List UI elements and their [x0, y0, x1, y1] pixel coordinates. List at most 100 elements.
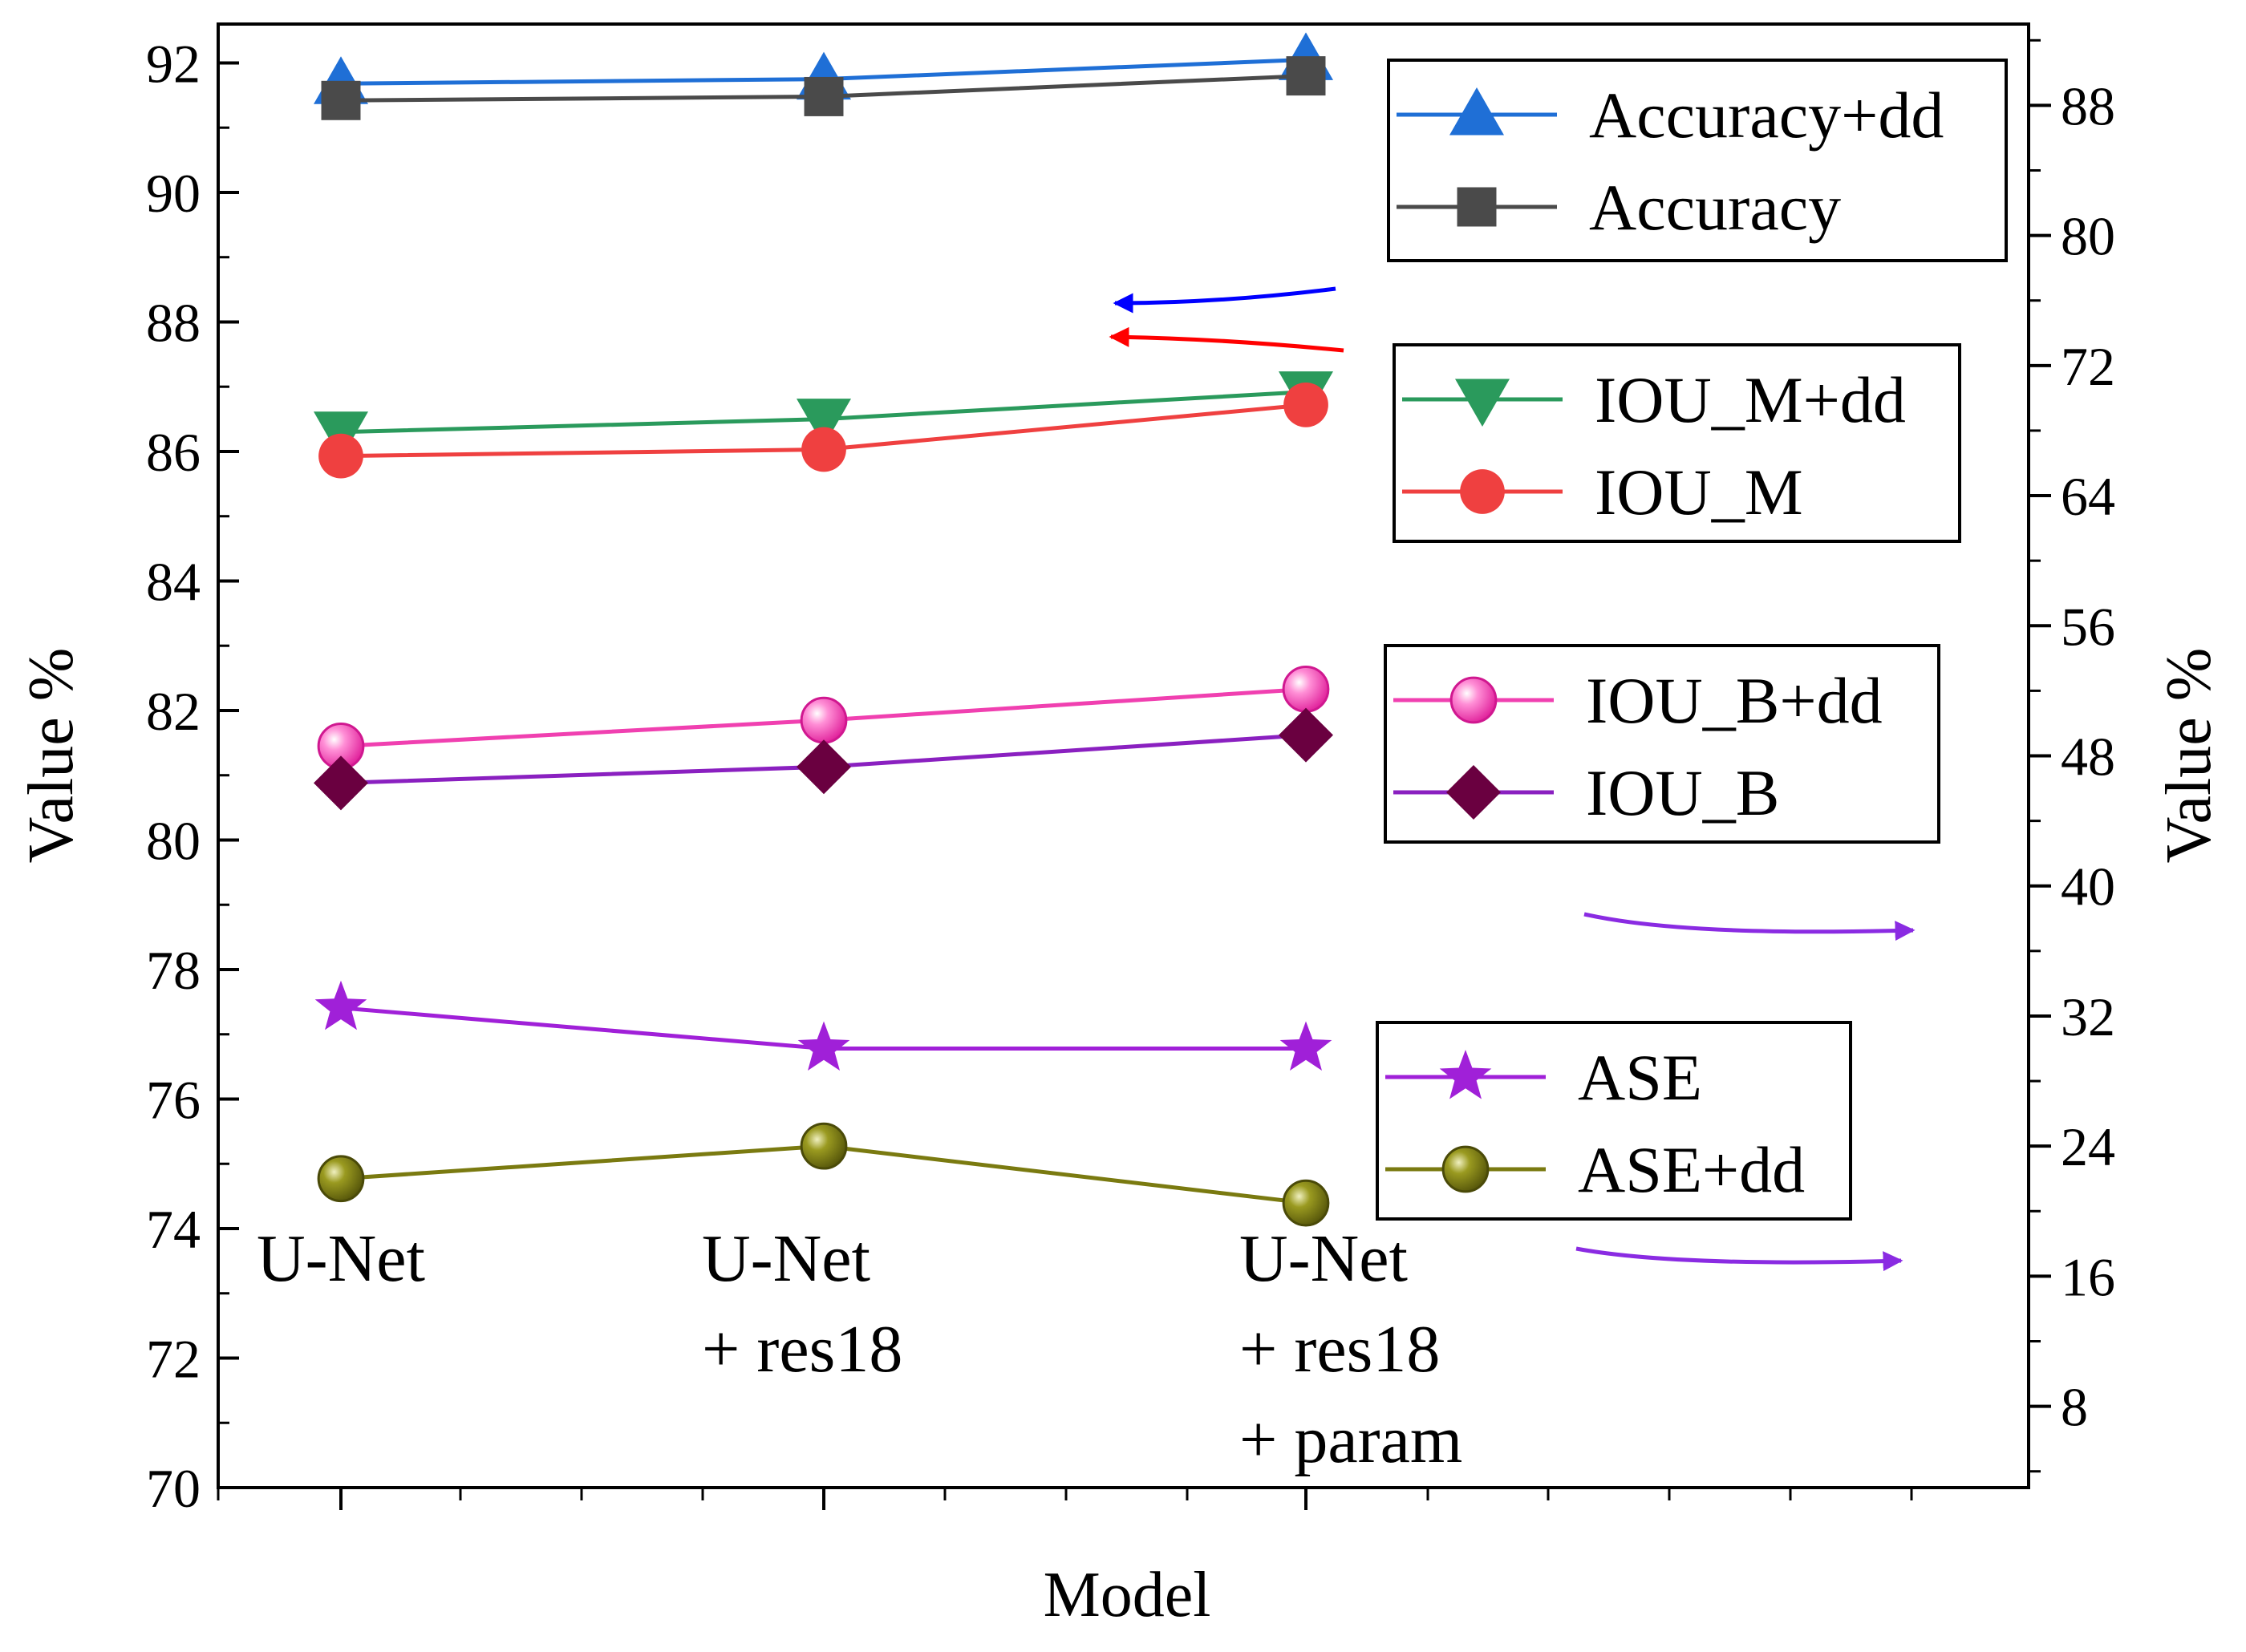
left-tick-label: 88 [146, 292, 201, 353]
series-iou-b [314, 707, 1333, 811]
triangle-down-marker [1455, 379, 1510, 427]
square-marker [321, 80, 361, 120]
legend-box: ASE ASE+dd [1376, 1021, 1852, 1221]
series-marker [317, 1155, 365, 1203]
series-marker [1283, 382, 1328, 427]
series-marker [1282, 665, 1330, 713]
legend-label: IOU_B [1586, 756, 1779, 829]
x-axis-title: Model [1044, 1560, 1211, 1630]
left-tick-label: 74 [146, 1199, 201, 1260]
series-marker [800, 696, 848, 744]
series-marker [314, 755, 368, 811]
sphere-marker [1441, 1145, 1490, 1193]
left-tick-label: 86 [146, 422, 201, 483]
diamond-marker [797, 739, 851, 795]
category-labels: U-Net U-Net + res18 U-Net + res18 + param [257, 1221, 1462, 1477]
legend: Accuracy+dd Accuracy IOU_M+dd IOU_M IOU_B+dd… [1376, 59, 2008, 1221]
series-marker [1282, 1179, 1330, 1227]
left-tick-label: 82 [146, 681, 201, 742]
series-marker [314, 980, 367, 1030]
right-axis-title: Value % [2154, 648, 2224, 864]
right-tick-label: 88 [2061, 75, 2115, 136]
series-marker [801, 427, 846, 472]
series-layer [314, 32, 1333, 1227]
series-marker [318, 433, 363, 479]
series-marker [800, 1122, 848, 1170]
circle-marker [1283, 382, 1328, 427]
legend-label: IOU_M [1595, 456, 1803, 528]
series-marker [1286, 56, 1326, 96]
legend-label: Accuracy [1589, 171, 1841, 244]
right-tick-label: 80 [2061, 206, 2115, 267]
arrow-purple-right-1 [1583, 912, 1916, 941]
sphere-marker [317, 1155, 365, 1203]
series-marker [797, 1021, 850, 1071]
left-tick-label: 70 [146, 1458, 201, 1519]
diamond-marker [1446, 765, 1501, 820]
series-iou-b-dd [317, 665, 1330, 770]
category-label: + res18 [702, 1312, 902, 1387]
legend-label: ASE [1578, 1041, 1702, 1114]
triangle-down-marker [797, 399, 851, 447]
star-marker [797, 1021, 850, 1071]
series-marker [1457, 187, 1497, 227]
series-marker [797, 739, 851, 795]
legend-box: Accuracy+dd Accuracy [1387, 59, 2008, 262]
circle-marker [801, 427, 846, 472]
arrow-red-left [1109, 326, 1344, 353]
left-tick-label: 80 [146, 810, 201, 871]
left-tick-label: 84 [146, 551, 201, 612]
square-marker [1286, 56, 1326, 96]
right-tick-label: 56 [2061, 596, 2115, 657]
circle-marker [1460, 469, 1505, 514]
category-label: + res18 [1239, 1312, 1440, 1387]
right-tick-label: 40 [2061, 856, 2115, 917]
series-ase-dd [317, 1122, 1330, 1227]
series-marker [1279, 1021, 1332, 1071]
right-tick-label: 32 [2061, 986, 2115, 1047]
bottom-axis [217, 1488, 1913, 1510]
arrow-blue-left [1113, 286, 1336, 314]
star-marker [1279, 1021, 1332, 1071]
series-iou-m [318, 382, 1328, 479]
category-label: U-Net [257, 1221, 425, 1296]
axis-arrows [1109, 286, 1916, 1272]
series-marker [804, 76, 844, 116]
square-marker [1457, 187, 1497, 227]
category-label: + param [1239, 1403, 1462, 1477]
series-marker [1449, 676, 1498, 724]
series-marker [1439, 1050, 1492, 1099]
legend-label: ASE+dd [1578, 1133, 1805, 1206]
sphere-marker [1282, 1179, 1330, 1227]
series-marker [1446, 765, 1501, 820]
legend-frame [1387, 59, 2008, 262]
diamond-marker [1279, 707, 1333, 763]
legend-label: Accuracy+dd [1589, 79, 1944, 152]
series-marker [321, 80, 361, 120]
left-tick-label: 72 [146, 1328, 201, 1389]
left-axis-title: Value % [16, 648, 87, 864]
left-tick-label: 90 [146, 163, 201, 224]
sphere-marker [1282, 665, 1330, 713]
right-tick-label: 8 [2061, 1377, 2088, 1438]
star-marker [314, 980, 367, 1030]
sphere-marker [1449, 676, 1498, 724]
left-tick-label: 92 [146, 33, 201, 94]
left-tick-label: 76 [146, 1069, 201, 1130]
legend-box: IOU_M+dd IOU_M [1393, 343, 1961, 543]
series-marker [1279, 707, 1333, 763]
category-label: U-Net [1239, 1221, 1408, 1296]
right-tick-label: 48 [2061, 727, 2115, 788]
left-axis: 70 72 74 76 78 80 82 84 86 88 90 92 [146, 33, 239, 1519]
right-axis: 8 16 24 32 40 48 56 64 72 80 88 [2029, 38, 2115, 1473]
series-marker [1441, 1145, 1490, 1193]
category-label: U-Net [702, 1221, 870, 1296]
right-tick-label: 16 [2061, 1246, 2115, 1307]
star-marker [1439, 1050, 1492, 1099]
series-accuracy [321, 56, 1326, 120]
triangle-up-marker [1449, 87, 1504, 136]
series-marker [1460, 469, 1505, 514]
series-marker [1455, 379, 1510, 427]
right-tick-label: 64 [2061, 466, 2115, 527]
